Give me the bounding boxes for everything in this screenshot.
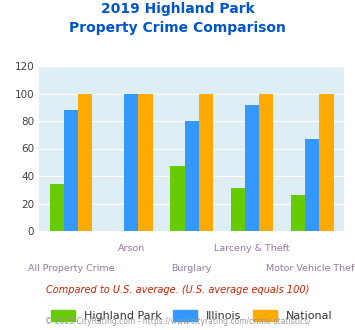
Bar: [50, 184, 64, 231]
Bar: [78, 93, 92, 231]
Bar: [138, 93, 153, 231]
Bar: [185, 121, 199, 231]
Text: Larceny & Theft: Larceny & Theft: [214, 244, 290, 253]
Text: Arson: Arson: [118, 244, 145, 253]
Bar: [231, 188, 245, 231]
Bar: [170, 166, 185, 231]
Bar: [124, 93, 138, 231]
Text: Burglary: Burglary: [171, 264, 212, 273]
Bar: [320, 93, 334, 231]
Text: All Property Crime: All Property Crime: [28, 264, 114, 273]
Bar: [245, 105, 259, 231]
Legend: Highland Park, Illinois, National: Highland Park, Illinois, National: [46, 306, 337, 326]
Bar: [305, 139, 320, 231]
Text: © 2025 CityRating.com - https://www.cityrating.com/crime-statistics/: © 2025 CityRating.com - https://www.city…: [45, 317, 310, 326]
Text: 2019 Highland Park: 2019 Highland Park: [100, 2, 255, 16]
Bar: [291, 195, 305, 231]
Bar: [64, 110, 78, 231]
Text: Motor Vehicle Theft: Motor Vehicle Theft: [266, 264, 355, 273]
Text: Property Crime Comparison: Property Crime Comparison: [69, 21, 286, 35]
Bar: [199, 93, 213, 231]
Text: Compared to U.S. average. (U.S. average equals 100): Compared to U.S. average. (U.S. average …: [46, 285, 309, 295]
Bar: [259, 93, 273, 231]
